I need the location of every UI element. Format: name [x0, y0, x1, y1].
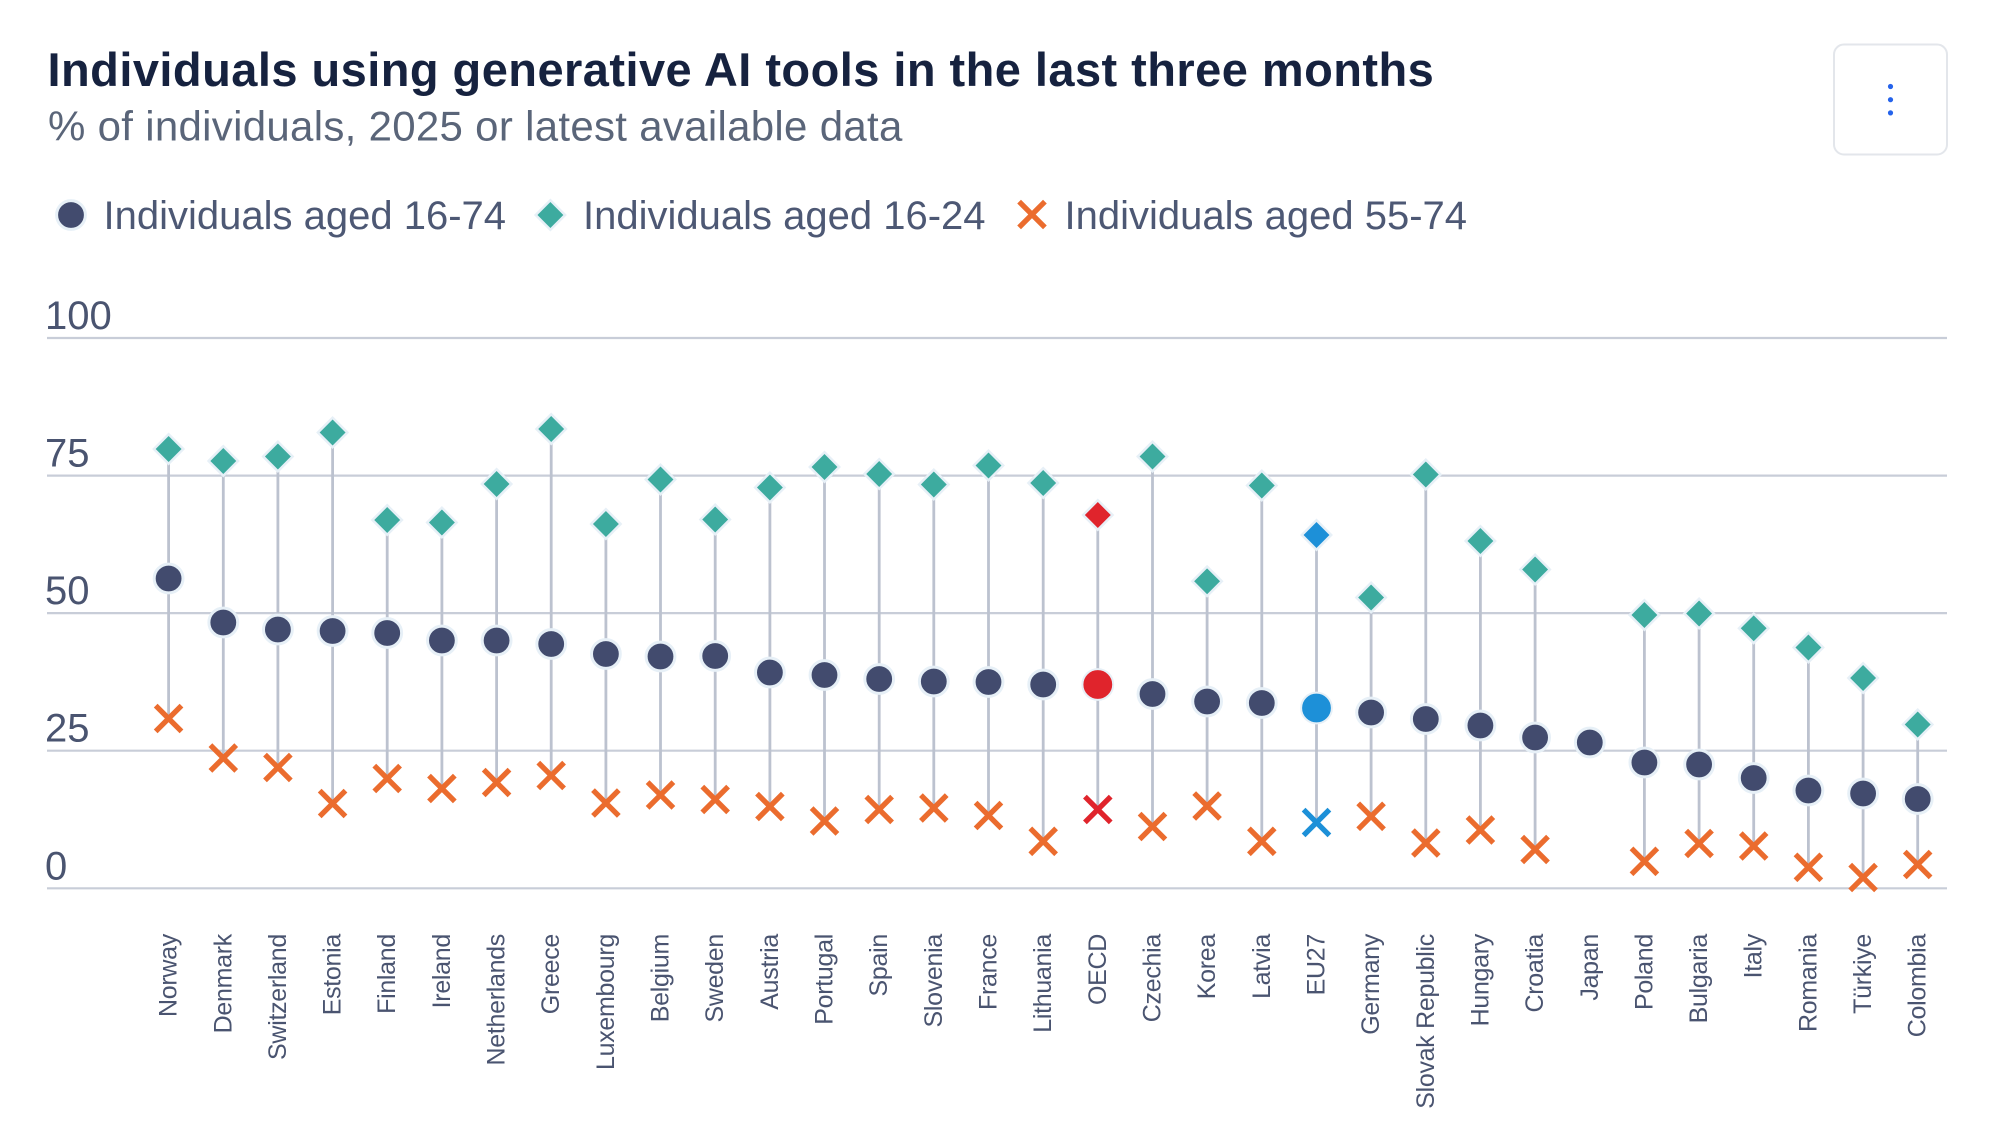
svg-text:Denmark: Denmark	[209, 933, 237, 1033]
svg-text:Czechia: Czechia	[1139, 934, 1167, 1023]
svg-text:Individuals aged 55-74: Individuals aged 55-74	[1065, 194, 1468, 238]
svg-text:Romania: Romania	[1794, 934, 1822, 1032]
svg-text:Croatia: Croatia	[1521, 934, 1549, 1013]
svg-text:50: 50	[45, 569, 90, 613]
svg-text:Colombia: Colombia	[1904, 934, 1932, 1038]
svg-text:Japan: Japan	[1576, 934, 1604, 1001]
svg-text:Estonia: Estonia	[319, 934, 347, 1016]
svg-text:Bulgaria: Bulgaria	[1685, 934, 1713, 1024]
svg-text:Korea: Korea	[1193, 934, 1221, 1000]
svg-text:France: France	[975, 934, 1003, 1010]
svg-text:Poland: Poland	[1630, 934, 1658, 1010]
svg-text:Germany: Germany	[1357, 933, 1385, 1035]
svg-text:75: 75	[45, 432, 90, 476]
svg-text:Slovak Republic: Slovak Republic	[1412, 934, 1440, 1109]
svg-text:100: 100	[45, 294, 112, 338]
svg-text:Individuals aged 16-74: Individuals aged 16-74	[104, 194, 507, 238]
svg-text:Lithuania: Lithuania	[1029, 934, 1057, 1033]
svg-text:Spain: Spain	[865, 934, 893, 996]
svg-text:Slovenia: Slovenia	[920, 934, 948, 1028]
svg-text:OECD: OECD	[1084, 934, 1112, 1005]
svg-text:EU27: EU27	[1303, 934, 1331, 995]
svg-text:0: 0	[45, 844, 67, 888]
svg-text:Finland: Finland	[373, 934, 401, 1014]
svg-text:Luxembourg: Luxembourg	[592, 934, 620, 1070]
svg-text:Individuals aged 16-24: Individuals aged 16-24	[583, 194, 986, 238]
svg-text:Switzerland: Switzerland	[264, 934, 292, 1060]
svg-text:Latvia: Latvia	[1248, 934, 1276, 999]
svg-text:Hungary: Hungary	[1466, 933, 1494, 1026]
svg-text:Belgium: Belgium	[647, 934, 675, 1022]
svg-text:Individuals using generative A: Individuals using generative AI tools in…	[48, 43, 1435, 96]
svg-text:Ireland: Ireland	[428, 934, 456, 1008]
svg-text:Norway: Norway	[155, 933, 183, 1017]
svg-text:Greece: Greece	[537, 934, 565, 1014]
svg-text:Türkiye: Türkiye	[1849, 934, 1877, 1014]
svg-text:Sweden: Sweden	[701, 934, 729, 1023]
svg-text:25: 25	[45, 707, 90, 751]
svg-text:Portugal: Portugal	[811, 934, 839, 1025]
svg-text:Austria: Austria	[756, 934, 784, 1010]
svg-text:Italy: Italy	[1740, 933, 1768, 978]
svg-text:% of individuals, 2025 or late: % of individuals, 2025 or latest availab…	[48, 103, 903, 150]
svg-text:Netherlands: Netherlands	[483, 934, 511, 1066]
